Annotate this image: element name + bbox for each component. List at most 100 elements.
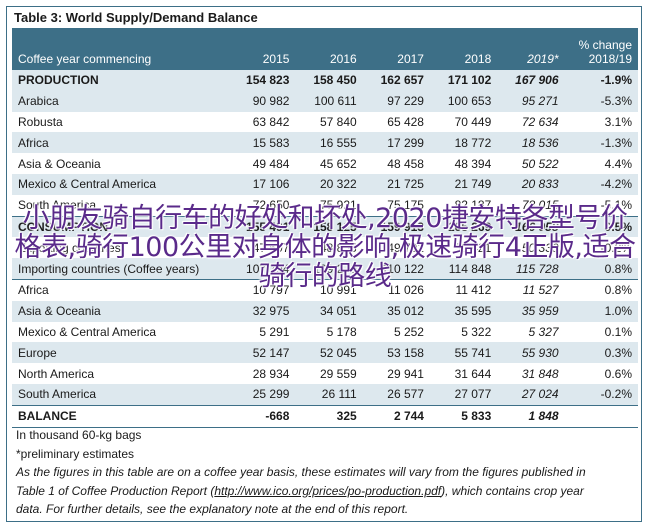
pct-change-cell: -1.9% [564,70,638,91]
value-cell: 47 697 [252,240,290,255]
value-cell: 48 458 [387,156,424,171]
footnote-line: data. For further details, see the expla… [16,502,409,516]
value-cell: 48 394 [454,156,492,171]
pct-change-cell: 0.3% [564,342,638,364]
value-cell: 20 833 [497,173,565,195]
table-row: Importing countries (Coffee years) 107 79… [12,258,638,280]
value-cell: 35 012 [362,300,430,322]
value-cell: 1 848 [497,404,565,428]
table-row: BALANCE -668 325 2 744 5 833 1 848 [12,404,638,428]
watermark-overlay-text: 小朋友骑自行车的好处和坏处,2020捷安特各型号价格表,骑行100公里对身体的影… [14,203,636,292]
pct-change-cell [564,404,638,428]
row-label: Mexico & Central America [12,173,229,195]
value-cell: 5 178 [326,324,357,339]
row-label: Europe [12,342,229,364]
value-cell: 29 941 [387,366,424,381]
value-cell: 159 913 [362,215,430,238]
value-cell: 114 848 [429,258,498,280]
value-cell: 25 299 [228,383,296,406]
header-year: 2018 [429,28,498,70]
table-header-row: Coffee year commencing 2015 2016 2017 20… [12,28,638,70]
row-label: Robusta [18,114,63,129]
value-cell: 32 975 [228,300,296,322]
value-cell: 90 982 [228,90,296,112]
value-cell: 28 934 [252,366,290,381]
value-cell: 34 051 [295,300,363,322]
value-cell: 50 421 [454,240,492,255]
footnote-link[interactable]: http://www.ico.org/prices/po-production.… [214,483,442,498]
value-cell: 31 848 [521,366,559,381]
value-cell: 11 527 [497,278,565,301]
pct-change-cell: -0.2% [564,383,638,406]
value-cell: 17 299 [362,132,430,154]
value-cell: 72 634 [521,114,559,129]
table-row: Mexico & Central America 17 106 20 322 21 7… [12,173,638,195]
table-row: Europe 52 147 52 045 53 158 55 741 55 930 0.3% [12,342,638,364]
pct-change-cell: 1.0% [564,300,638,322]
value-cell: 20 322 [295,173,363,195]
table-row: Exporting countries 47 697 48 855 49 791 50 … [12,237,638,258]
table-row: Africa 10 797 10 991 11 026 11 412 11 527 0.8% [12,278,638,301]
table-row: South America 72 650 75 921 75 175 82 187 78 … [12,195,638,216]
value-cell: 49 791 [387,240,424,255]
value-cell: 5 833 [429,404,498,428]
value-cell: 70 449 [454,114,492,129]
value-cell: 31 644 [454,366,492,381]
value-cell: 5 291 [259,324,290,339]
value-cell: 57 840 [320,114,357,129]
value-cell: 171 102 [429,70,498,91]
header-pct-top: % change [578,38,632,52]
value-cell: 154 823 [228,70,296,91]
value-cell: 27 077 [429,383,498,406]
row-label: South America [12,383,229,406]
footnote-text: Table 1 of Coffee Production Report ( [16,483,215,498]
row-label: PRODUCTION [12,70,229,91]
header-label: Coffee year commencing [12,28,229,70]
value-cell: 5 327 [528,324,559,339]
prelim-note: *preliminary estimates [16,446,135,461]
value-cell: 75 921 [320,198,357,213]
footnote-line: As the figures in this table are on a co… [16,465,586,479]
value-cell: 26 577 [362,383,430,406]
row-label: Asia & Oceania [12,300,229,322]
value-cell: 26 111 [295,383,363,406]
unit-note: In thousand 60-kg bags [16,428,142,442]
value-cell: 82 187 [454,198,492,213]
pct-change-cell: -5.1% [600,198,632,213]
pct-change-cell: 0.8% [564,278,638,301]
table-notes: In thousand 60-kg bags *preliminary esti… [16,426,636,519]
value-cell: 5 322 [461,324,492,339]
header-pct-bottom: 2018/19 [588,52,632,66]
table-row: Robusta 63 842 57 840 65 428 70 449 72 634 3.1… [12,112,638,133]
pct-change-cell: 0.6% [604,366,632,381]
value-cell: 50 522 [521,156,559,171]
row-label: Africa [12,132,229,154]
value-cell: 110 122 [362,258,430,280]
value-cell: 109 270 [295,258,363,280]
value-cell: 55 741 [429,342,498,364]
value-cell: 158 450 [295,70,363,91]
value-cell: 17 106 [228,173,296,195]
value-cell: 35 595 [429,300,498,322]
value-cell: 10 991 [295,278,363,301]
row-label: Exporting countries [18,240,121,255]
value-cell: 50 330 [521,240,559,255]
value-cell: 15 583 [228,132,296,154]
value-cell: 325 [295,404,363,428]
pct-change-cell: -1.3% [564,132,638,154]
pct-change-cell: -4.2% [564,173,638,195]
pct-change-cell: 3.1% [604,114,632,129]
row-label: BALANCE [12,404,229,428]
row-label: Arabica [12,90,229,112]
value-cell: 100 653 [429,90,498,112]
header-year: 2016 [295,28,363,70]
value-cell: 11 026 [362,278,430,301]
value-cell: 2 744 [362,404,430,428]
value-cell: 52 045 [295,342,363,364]
value-cell: 55 930 [497,342,565,364]
value-cell: 49 484 [252,156,290,171]
row-label: Asia & Oceania [18,156,101,171]
row-label: Africa [12,278,229,301]
value-cell: 158 125 [295,215,363,238]
pct-change-cell: 0.5% [564,215,638,238]
